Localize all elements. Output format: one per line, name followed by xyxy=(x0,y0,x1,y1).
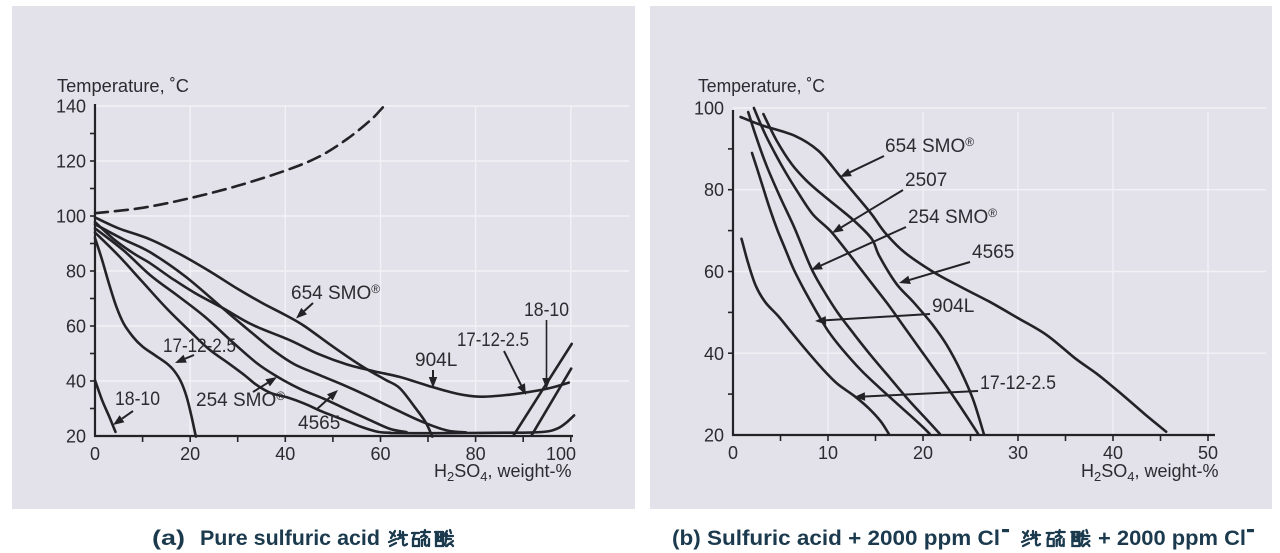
svg-text:20: 20 xyxy=(180,444,200,464)
svg-text:140: 140 xyxy=(56,97,86,117)
svg-text:80: 80 xyxy=(466,444,486,464)
svg-text:100: 100 xyxy=(56,207,86,227)
svg-text:100: 100 xyxy=(546,444,576,464)
svg-text:18-10: 18-10 xyxy=(524,300,569,321)
svg-text:H2SO4, weight-%: H2SO4, weight-% xyxy=(1081,461,1219,484)
svg-text:17-12-2.5: 17-12-2.5 xyxy=(980,373,1056,394)
svg-text:654 SMO®: 654 SMO® xyxy=(291,282,380,304)
svg-text:4565: 4565 xyxy=(298,413,340,434)
svg-text:Pure sulfuric acid: Pure sulfuric acid xyxy=(200,527,380,550)
svg-text:18-10: 18-10 xyxy=(115,389,160,410)
svg-text:100: 100 xyxy=(694,99,724,119)
svg-text:120: 120 xyxy=(56,152,86,172)
svg-text:20: 20 xyxy=(66,427,86,447)
svg-text:0: 0 xyxy=(90,444,100,464)
svg-text:0: 0 xyxy=(728,443,738,463)
svg-text:60: 60 xyxy=(704,262,724,282)
svg-text:904L: 904L xyxy=(932,296,974,317)
svg-text:40: 40 xyxy=(704,344,724,364)
svg-text:254 SMO®: 254 SMO® xyxy=(196,389,285,411)
svg-text:80: 80 xyxy=(66,262,86,282)
svg-text:30: 30 xyxy=(1008,443,1028,463)
svg-text:40: 40 xyxy=(66,372,86,392)
svg-text:40: 40 xyxy=(275,444,295,464)
svg-text:904L: 904L xyxy=(415,350,457,371)
svg-text:4565: 4565 xyxy=(972,242,1014,263)
svg-text:40: 40 xyxy=(1103,443,1123,463)
svg-text:20: 20 xyxy=(913,443,933,463)
svg-text:654 SMO®: 654 SMO® xyxy=(885,135,974,157)
svg-text:Temperature, ˚C: Temperature, ˚C xyxy=(698,76,825,96)
svg-text:17-12-2.5: 17-12-2.5 xyxy=(163,336,236,357)
svg-text:2507: 2507 xyxy=(905,170,947,191)
svg-text:254 SMO®: 254 SMO® xyxy=(908,206,997,228)
svg-text:50: 50 xyxy=(1198,443,1218,463)
svg-text:(a): (a) xyxy=(152,527,185,550)
svg-text:20: 20 xyxy=(704,426,724,446)
svg-text:17-12-2.5: 17-12-2.5 xyxy=(457,330,529,351)
svg-text:(b) Sulfuric acid + 2000 ppm C: (b) Sulfuric acid + 2000 ppm Cl xyxy=(672,527,1000,550)
svg-text:80: 80 xyxy=(704,180,724,200)
svg-text:+ 2000 ppm Cl: + 2000 ppm Cl xyxy=(1098,527,1246,550)
svg-text:60: 60 xyxy=(66,317,86,337)
svg-text:Temperature, ˚C: Temperature, ˚C xyxy=(57,76,189,96)
svg-text:H2SO4, weight-%: H2SO4, weight-% xyxy=(434,461,572,484)
svg-text:60: 60 xyxy=(370,444,390,464)
svg-text:10: 10 xyxy=(818,443,838,463)
